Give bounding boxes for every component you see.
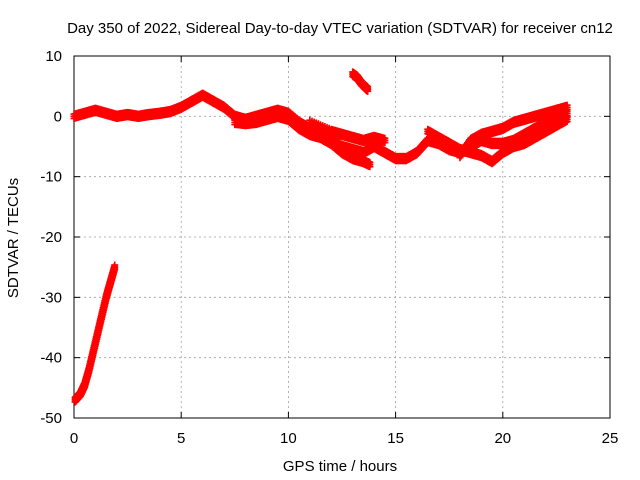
y-tick-label: -20: [40, 229, 62, 246]
y-axis-title: SDTVAR / TECUs: [5, 178, 22, 298]
x-tick-label: 10: [280, 430, 297, 447]
series-steep-arc: [71, 261, 119, 406]
x-tick-label: 15: [387, 430, 404, 447]
series-upper-track: [306, 116, 389, 147]
y-tick-label: 10: [45, 48, 62, 65]
data-point: [366, 163, 374, 171]
chart-title: Day 350 of 2022, Sidereal Day-to-day VTE…: [67, 20, 613, 37]
x-tick-label: 0: [70, 430, 78, 447]
y-tick-label: -40: [40, 350, 62, 367]
x-tick-label: 20: [494, 430, 511, 447]
x-tick-label: 25: [602, 430, 619, 447]
data-point: [563, 105, 571, 113]
y-tick-label: -10: [40, 169, 62, 186]
data-point: [111, 265, 119, 273]
y-tick-label: 0: [54, 108, 62, 125]
y-tick-label: -30: [40, 289, 62, 306]
x-axis-title: GPS time / hours: [283, 458, 397, 475]
series-second-lobe: [424, 113, 571, 168]
series-short-segment: [349, 68, 372, 95]
data-point: [563, 118, 571, 126]
data-point: [381, 139, 389, 147]
data-point: [364, 87, 372, 95]
ticks: 0 5 10 15 20 25 10 0 -10 -20 -30 -40 -50: [40, 48, 618, 447]
series-third-lobe: [456, 101, 571, 162]
y-tick-label: -50: [40, 410, 62, 427]
x-tick-label: 5: [177, 430, 185, 447]
data-markers: [70, 68, 571, 406]
plot-frame: [73, 55, 611, 419]
series-lower-track: [231, 110, 374, 171]
